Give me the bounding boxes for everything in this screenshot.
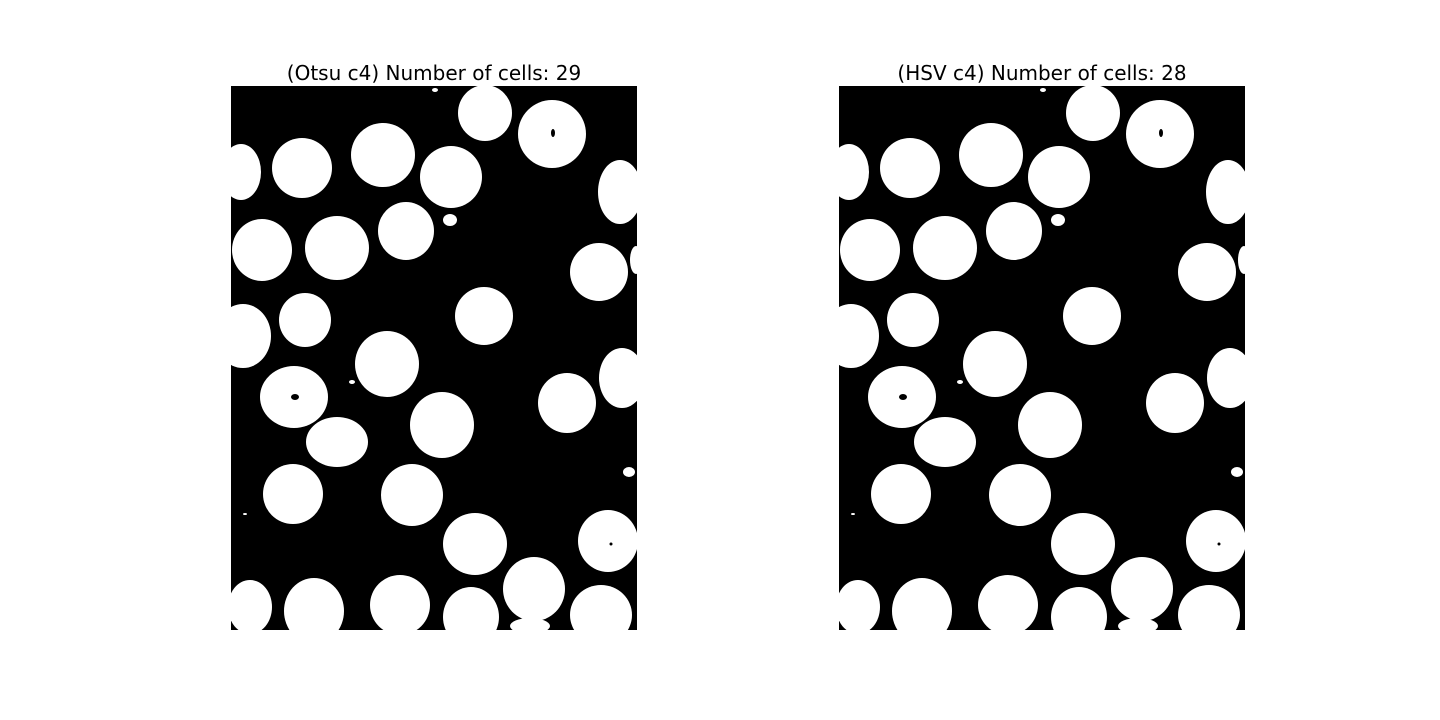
otsu-cell-blob bbox=[410, 392, 474, 458]
otsu-cell-blob bbox=[231, 580, 272, 630]
otsu-cell-blob bbox=[306, 417, 368, 467]
hsv-cell-blob bbox=[839, 304, 879, 368]
hsv-cell-blob bbox=[892, 578, 952, 630]
otsu-segmentation-mask bbox=[231, 86, 637, 630]
hsv-cell-blob bbox=[1063, 287, 1121, 345]
hsv-cell-blob bbox=[1028, 146, 1090, 208]
hsv-cell-blob bbox=[1238, 246, 1245, 274]
hsv-cell-blob bbox=[959, 123, 1023, 187]
otsu-cell-blob bbox=[420, 146, 482, 208]
hsv-cell-blob bbox=[1178, 585, 1240, 630]
otsu-cell-blob bbox=[263, 464, 323, 524]
otsu-cell-blob bbox=[510, 618, 550, 630]
hsv-speck bbox=[1051, 214, 1065, 226]
hsv-cell-blob bbox=[840, 219, 900, 281]
otsu-cell-blob bbox=[630, 246, 637, 274]
otsu-cell-blob bbox=[279, 293, 331, 347]
otsu-cell-blob bbox=[231, 144, 261, 200]
otsu-hole bbox=[291, 394, 299, 400]
otsu-cell-blob bbox=[578, 510, 637, 572]
hsv-cell-blob bbox=[1207, 348, 1245, 408]
hsv-speck bbox=[1231, 467, 1243, 477]
hsv-cell-blob bbox=[1066, 86, 1120, 141]
otsu-speck bbox=[349, 380, 355, 384]
hsv-cell-blob bbox=[913, 216, 977, 280]
otsu-cell-blob bbox=[284, 578, 344, 630]
panel-title-hsv: (HSV c4) Number of cells: 28 bbox=[897, 61, 1187, 85]
hsv-cell-blob bbox=[914, 417, 976, 467]
hsv-speck bbox=[851, 513, 855, 515]
hsv-hole bbox=[1159, 129, 1163, 137]
hsv-hole bbox=[899, 394, 907, 400]
otsu-speck bbox=[432, 88, 438, 92]
otsu-cell-blob bbox=[370, 575, 430, 630]
hsv-cell-blob bbox=[871, 464, 931, 524]
hsv-cell-blob bbox=[986, 202, 1042, 260]
otsu-cell-blob bbox=[443, 513, 507, 575]
hsv-cell-blob bbox=[1178, 243, 1236, 301]
otsu-cell-blob bbox=[378, 202, 434, 260]
otsu-cell-blob bbox=[443, 587, 499, 630]
hsv-cell-blob bbox=[839, 580, 880, 630]
hsv-speck bbox=[957, 380, 963, 384]
otsu-cell-blob bbox=[455, 287, 513, 345]
otsu-speck bbox=[443, 214, 457, 226]
otsu-cell-blob bbox=[231, 304, 271, 368]
hsv-cell-blob bbox=[963, 331, 1027, 397]
hsv-cell-blob bbox=[887, 293, 939, 347]
otsu-cell-blob bbox=[272, 138, 332, 198]
hsv-hole bbox=[1217, 542, 1221, 546]
otsu-cell-blob bbox=[503, 557, 565, 621]
panel-title-otsu: (Otsu c4) Number of cells: 29 bbox=[286, 61, 582, 85]
otsu-cell-blob bbox=[599, 348, 637, 408]
otsu-cell-blob bbox=[598, 160, 637, 224]
hsv-cell-blob bbox=[1018, 392, 1082, 458]
otsu-cell-blob bbox=[305, 216, 369, 280]
hsv-cell-blob bbox=[880, 138, 940, 198]
hsv-cell-blob bbox=[1118, 618, 1158, 630]
hsv-cell-blob bbox=[989, 464, 1051, 526]
otsu-hole bbox=[551, 129, 555, 137]
otsu-cell-blob bbox=[570, 585, 632, 630]
otsu-cell-blob bbox=[538, 373, 596, 433]
otsu-cell-blob bbox=[355, 331, 419, 397]
otsu-hole bbox=[609, 542, 613, 546]
hsv-segmentation-mask bbox=[839, 86, 1245, 630]
otsu-speck bbox=[623, 467, 635, 477]
hsv-cell-blob bbox=[839, 144, 869, 200]
otsu-cell-blob bbox=[351, 123, 415, 187]
otsu-cell-blob bbox=[458, 86, 512, 141]
hsv-cell-blob bbox=[1186, 510, 1245, 572]
hsv-cell-blob bbox=[1146, 373, 1204, 433]
otsu-cell-blob bbox=[232, 219, 292, 281]
otsu-cell-blob bbox=[381, 464, 443, 526]
hsv-cell-blob bbox=[1206, 160, 1245, 224]
hsv-cell-blob bbox=[1051, 587, 1107, 630]
hsv-cell-blob bbox=[1051, 513, 1115, 575]
hsv-cell-blob bbox=[978, 575, 1038, 630]
hsv-cell-blob bbox=[1111, 557, 1173, 621]
otsu-speck bbox=[243, 513, 247, 515]
otsu-cell-blob bbox=[570, 243, 628, 301]
hsv-speck bbox=[1040, 88, 1046, 92]
